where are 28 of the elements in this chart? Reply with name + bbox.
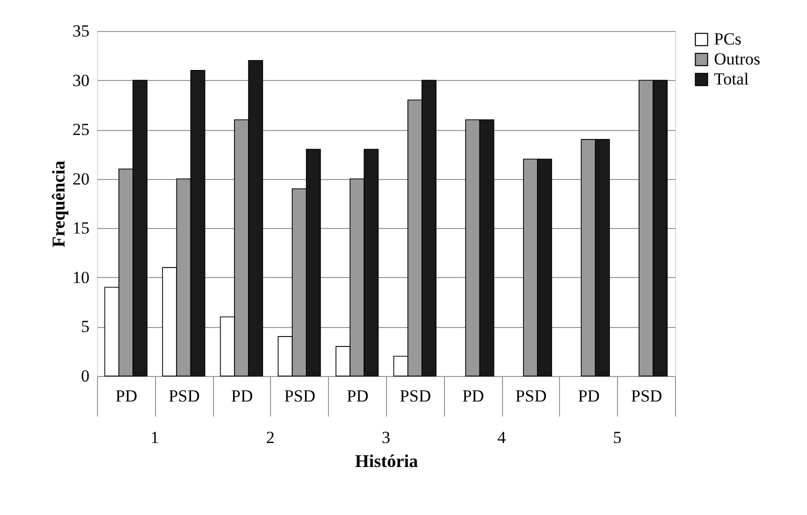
text: 2 bbox=[266, 428, 275, 447]
y-tick-label: 20 bbox=[72, 169, 90, 188]
text: 1 bbox=[150, 428, 160, 447]
y-tick-label: 0 bbox=[81, 366, 90, 386]
text: 5 bbox=[612, 428, 622, 447]
y-tick-label: 35 bbox=[72, 22, 90, 40]
x-tick-label: PSD bbox=[515, 386, 547, 406]
x-tick-label: PD bbox=[231, 386, 253, 406]
x-tick-label: PSD bbox=[168, 386, 200, 406]
x-axis-title: História bbox=[355, 451, 418, 471]
legend-label: Total bbox=[714, 70, 749, 88]
x-tick-label: PSD bbox=[284, 386, 316, 406]
x-tick-label: PD bbox=[116, 386, 138, 406]
y-tick-label: 10 bbox=[72, 268, 90, 287]
x-tick-label: PD bbox=[578, 386, 600, 406]
x-tick-label: PD bbox=[462, 386, 484, 406]
text: 4 bbox=[497, 428, 506, 447]
y-tick-label: 25 bbox=[72, 120, 90, 140]
x-tick-label: PSD bbox=[400, 386, 431, 406]
y-tick-label: 15 bbox=[72, 218, 90, 238]
y-tick-label: 5 bbox=[81, 317, 90, 336]
x-tick-label: PSD bbox=[631, 386, 662, 406]
text: 3 bbox=[382, 428, 390, 447]
legend-label: Outros bbox=[714, 50, 760, 68]
y-axis-title: Frequência bbox=[48, 160, 68, 248]
y-tick-label: 30 bbox=[72, 70, 90, 90]
legend-label: PCs bbox=[714, 30, 742, 48]
x-tick-label: PD bbox=[346, 386, 368, 406]
